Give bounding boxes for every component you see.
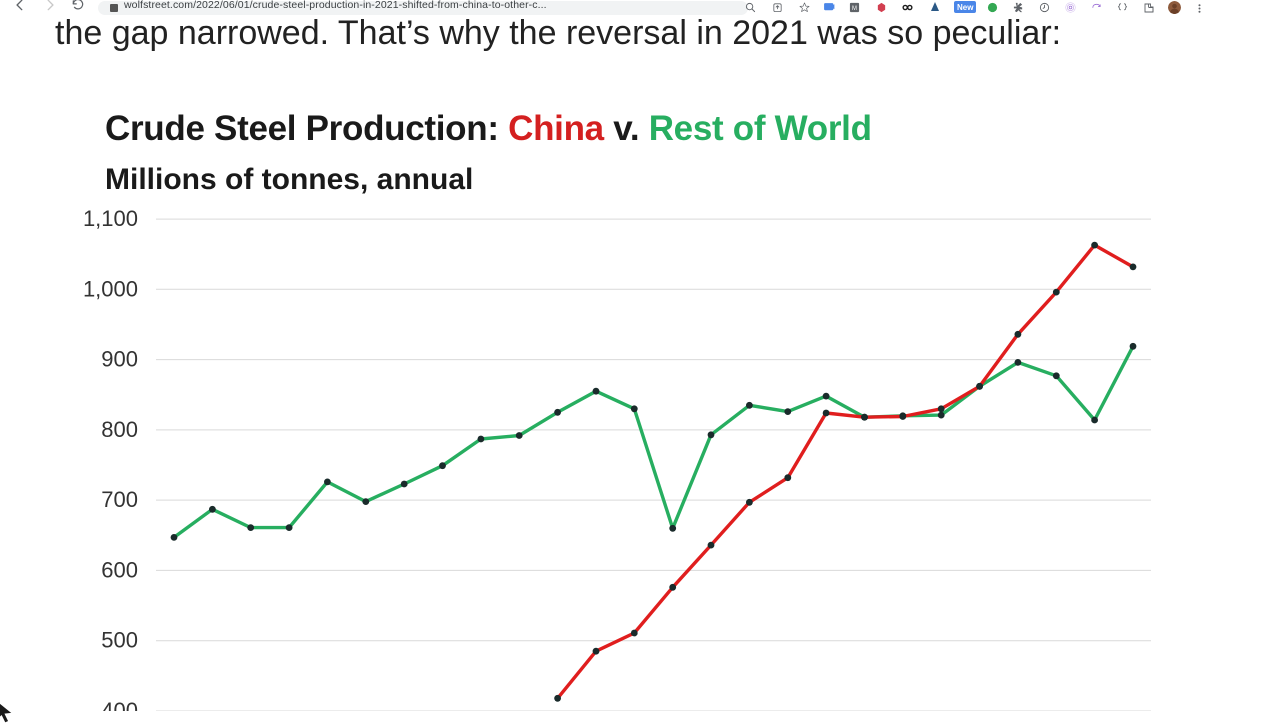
svg-text:700: 700: [101, 487, 138, 512]
svg-text:900: 900: [101, 347, 138, 372]
svg-text:1,100: 1,100: [83, 206, 138, 231]
svg-text:400: 400: [101, 698, 138, 711]
svg-text:M: M: [852, 6, 857, 12]
svg-text:500: 500: [101, 628, 138, 653]
svg-text:1,000: 1,000: [83, 276, 138, 301]
svg-text:800: 800: [101, 417, 138, 442]
svg-text:600: 600: [101, 557, 138, 582]
